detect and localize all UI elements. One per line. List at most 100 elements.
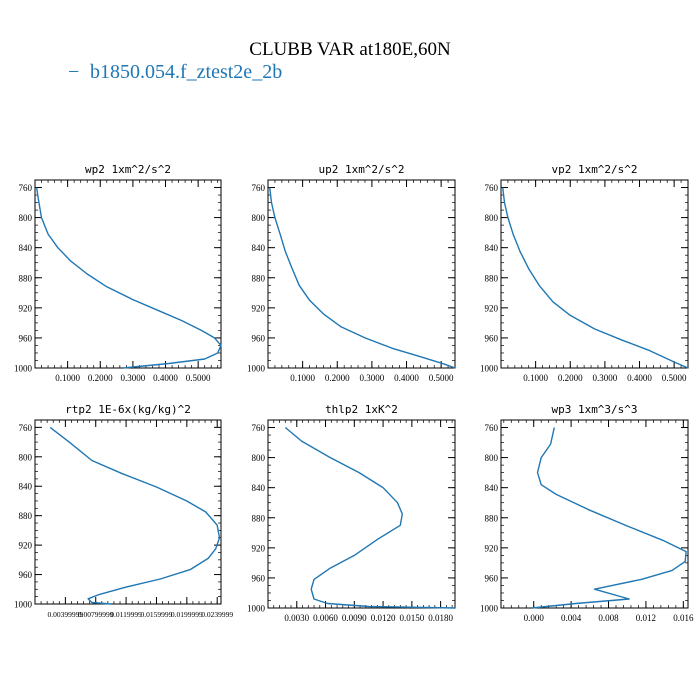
y-tick-label: 960 <box>485 573 499 583</box>
panel-title: rtp2 1E-6x(kg/kg)^2 <box>65 403 191 416</box>
x-tick-label: 0.3000 <box>360 373 385 383</box>
x-tick-label: 0.0060 <box>313 613 338 623</box>
y-tick-label: 960 <box>485 333 499 343</box>
y-tick-label: 1000 <box>480 364 499 374</box>
y-tick-label: 800 <box>252 453 266 463</box>
y-tick-label: 840 <box>19 482 33 492</box>
y-tick-label: 920 <box>19 303 33 313</box>
x-tick-label: 0.1000 <box>55 373 80 383</box>
x-tick-label: 0.4000 <box>394 373 419 383</box>
x-tick-label: 0.3000 <box>593 373 618 383</box>
panel-1: wp2 1xm^2/s^2 760 800 840 880 920 960 1000 0.100… <box>14 163 222 383</box>
x-tick-label: 0.0150 <box>399 613 424 623</box>
y-tick-label: 880 <box>485 273 499 283</box>
x-tick-label: 0.1000 <box>290 373 315 383</box>
x-tick-label: 0.0090 <box>342 613 367 623</box>
y-tick-label: 960 <box>252 333 266 343</box>
x-tick-label: 0.0030 <box>284 613 309 623</box>
y-tick-label: 920 <box>19 541 33 551</box>
series-line <box>502 187 689 369</box>
y-tick-label: 880 <box>252 273 266 283</box>
y-tick-label: 800 <box>485 453 499 463</box>
y-tick-label: 760 <box>252 423 266 433</box>
plot-frame <box>34 419 222 605</box>
plot-frame <box>500 179 689 369</box>
x-tick-label: 0.004 <box>561 613 582 623</box>
y-tick-label: 880 <box>19 511 33 521</box>
x-tick-label: 0.2000 <box>558 373 583 383</box>
x-tick-label: 0.1000 <box>523 373 548 383</box>
panel-title: wp2 1xm^2/s^2 <box>85 163 171 176</box>
x-tick-label: 0.3000 <box>121 373 146 383</box>
y-tick-label: 760 <box>19 423 33 433</box>
panels: wp2 1xm^2/s^2 760 800 840 880 920 960 1000 0.100… <box>14 163 694 623</box>
y-tick-label: 800 <box>485 213 499 223</box>
series-line <box>284 426 456 609</box>
legend-label: b1850.054.f_ztest2e_2b <box>90 61 282 83</box>
y-tick-label: 1000 <box>247 604 266 614</box>
y-tick-label: 960 <box>252 573 266 583</box>
panel-title: up2 1xm^2/s^2 <box>318 163 404 176</box>
x-tick-label: 0.016 <box>673 613 694 623</box>
y-tick-label: 840 <box>252 483 266 493</box>
y-tick-label: 760 <box>19 183 33 193</box>
y-tick-label: 1000 <box>247 364 266 374</box>
y-tick-label: 920 <box>252 543 266 553</box>
series-line <box>35 187 222 369</box>
x-tick-label: 0.0239999 <box>201 610 233 619</box>
x-tick-label: 0.5000 <box>186 373 211 383</box>
x-tick-label: 0.012 <box>636 613 656 623</box>
figure-title: CLUBB VAR at180E,60N <box>249 39 451 60</box>
panel-5: thlp2 1xK^2 760 800 840 880 920 960 1000 0.0030 0… <box>247 403 456 623</box>
y-tick-label: 880 <box>19 273 33 283</box>
y-tick-label: 760 <box>485 423 499 433</box>
y-tick-label: 960 <box>19 333 33 343</box>
y-tick-label: 920 <box>485 303 499 313</box>
y-tick-label: 840 <box>252 243 266 253</box>
plot-frame <box>267 179 456 369</box>
panel-2: up2 1xm^2/s^2 760 800 840 880 920 960 1000 0.100… <box>247 163 456 383</box>
x-tick-label: 0.2000 <box>325 373 350 383</box>
x-tick-label: 0.2000 <box>88 373 113 383</box>
y-tick-label: 1000 <box>14 364 33 374</box>
series-line <box>269 187 456 369</box>
x-tick-label: 0.008 <box>598 613 619 623</box>
panel-6: wp3 1xm^3/s^3 760 800 840 880 920 960 1000 0.000… <box>480 403 694 623</box>
y-tick-label: 920 <box>252 303 266 313</box>
x-tick-label: 0.4000 <box>627 373 652 383</box>
y-tick-label: 880 <box>252 513 266 523</box>
series-line <box>531 427 687 609</box>
y-tick-label: 840 <box>485 243 499 253</box>
plot-frame <box>500 419 689 609</box>
y-tick-label: 1000 <box>14 600 33 610</box>
y-tick-label: 800 <box>19 213 33 223</box>
y-tick-label: 920 <box>485 543 499 553</box>
panel-title: wp3 1xm^3/s^3 <box>551 403 637 416</box>
panel-4: rtp2 1E-6x(kg/kg)^2 760 800 840 880 920 960 100… <box>14 403 233 619</box>
y-tick-label: 840 <box>485 483 499 493</box>
panel-title: thlp2 1xK^2 <box>325 403 398 416</box>
series-line <box>49 426 221 605</box>
figure-legend: − b1850.054.f_ztest2e_2b <box>68 61 282 83</box>
y-tick-label: 880 <box>485 513 499 523</box>
x-tick-label: 0.0180 <box>428 613 453 623</box>
y-tick-label: 960 <box>19 570 33 580</box>
y-tick-label: 840 <box>19 243 33 253</box>
legend-line-marker: − <box>68 61 79 83</box>
panel-title: vp2 1xm^2/s^2 <box>551 163 637 176</box>
y-tick-label: 800 <box>19 452 33 462</box>
x-tick-label: 0.000 <box>524 613 545 623</box>
x-tick-label: 0.5000 <box>429 373 454 383</box>
x-tick-label: 0.5000 <box>662 373 687 383</box>
x-tick-label: 0.4000 <box>153 373 178 383</box>
y-tick-label: 1000 <box>480 604 499 614</box>
x-tick-label: 0.0199999 <box>171 610 203 619</box>
plot-frame <box>267 419 456 609</box>
x-tick-label: 0.00799999 <box>78 610 114 619</box>
y-tick-label: 760 <box>252 183 266 193</box>
x-tick-label: 0.0119999 <box>110 610 142 619</box>
x-tick-label: 0.0159999 <box>141 610 173 619</box>
y-tick-label: 800 <box>252 213 266 223</box>
